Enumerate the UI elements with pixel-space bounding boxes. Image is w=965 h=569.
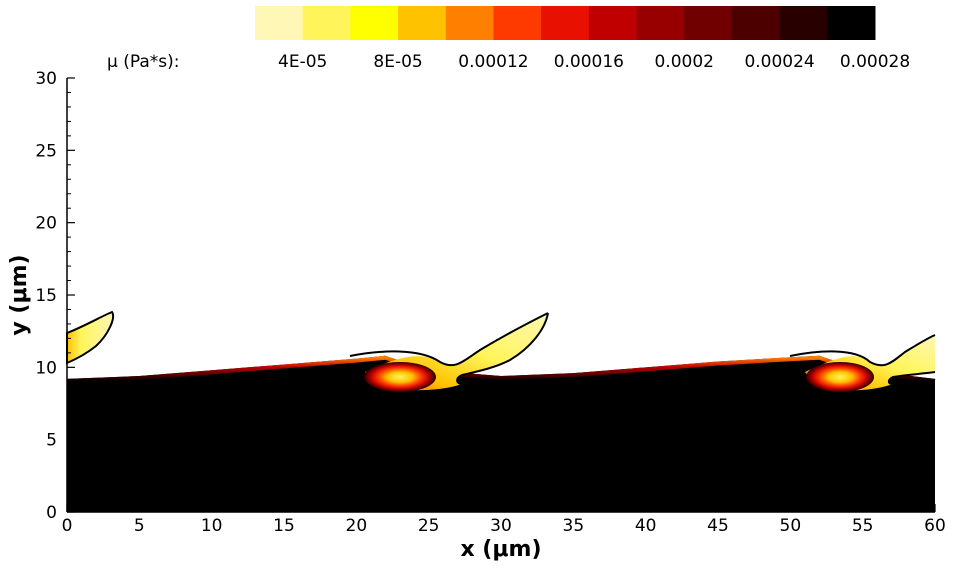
- legend-swatch: [398, 6, 447, 40]
- dense-layer-region: [67, 355, 935, 512]
- legend-swatch: [541, 6, 590, 40]
- plot-area: [66, 310, 936, 512]
- y-tick-label: 20: [35, 214, 57, 234]
- x-axis-title: x (μm): [460, 537, 541, 562]
- x-tick-label: 10: [201, 516, 223, 536]
- legend-labels: 4E-05 8E-05 0.00012 0.00016 0.0002 0.00024 0.0…: [278, 52, 910, 72]
- legend-swatch: [588, 6, 638, 40]
- x-tick-label: 30: [490, 516, 512, 536]
- y-tick-label: 10: [35, 358, 57, 378]
- legend-label: 8E-05: [373, 52, 422, 72]
- legend-title: μ (Pa*s):: [107, 52, 179, 72]
- legend-label: 0.00028: [840, 52, 910, 72]
- wave-crest-1: [349, 312, 549, 392]
- legend-swatch: [731, 6, 781, 40]
- legend-swatch: [255, 6, 304, 40]
- y-tick-label: 15: [35, 286, 57, 306]
- legend-swatch: [302, 6, 351, 40]
- legend-label: 0.0002: [654, 52, 713, 72]
- x-tick-label: 20: [346, 516, 368, 536]
- color-legend: μ (Pa*s): 4E-05 8E-05 0.00012 0.00016 0.0002…: [107, 6, 910, 72]
- x-tick-label: 0: [62, 516, 73, 536]
- wave-crest-2: [789, 334, 936, 392]
- legend-label: 0.00016: [554, 52, 624, 72]
- x-tick-label: 25: [418, 516, 440, 536]
- legend-swatch: [445, 6, 494, 40]
- x-tick-label: 5: [134, 516, 145, 536]
- legend-swatches: [255, 6, 876, 40]
- legend-label: 4E-05: [278, 52, 327, 72]
- legend-swatch: [684, 6, 733, 40]
- y-tick-label: 5: [46, 431, 57, 451]
- y-axis-title: y (μm): [7, 254, 32, 335]
- left-tip-droplet: [66, 310, 114, 365]
- x-tick-label: 35: [563, 516, 585, 536]
- interface-line-2: [887, 371, 936, 385]
- axes: 0 5 10 15 20 25 30 35 40 45 50 55 60 0 5 10 15 20 25 30 x …: [7, 69, 946, 562]
- legend-label: 0.00024: [744, 52, 814, 72]
- x-ticks: 0 5 10 15 20 25 30 35 40 45 50 55 60: [62, 504, 946, 536]
- y-tick-label: 0: [46, 503, 57, 523]
- viscosity-pocket-2: [806, 362, 874, 392]
- legend-label: 0.00012: [458, 52, 528, 72]
- y-tick-label: 30: [35, 69, 57, 89]
- x-tick-label: 45: [707, 516, 729, 536]
- legend-swatch: [350, 6, 399, 40]
- x-tick-label: 50: [780, 516, 802, 536]
- viscosity-pocket-1: [364, 362, 436, 392]
- y-tick-label: 25: [35, 141, 57, 161]
- legend-swatch: [827, 6, 876, 40]
- interface-line-1: [456, 312, 549, 385]
- legend-swatch: [636, 6, 685, 40]
- y-ticks: 0 5 10 15 20 25 30: [35, 69, 75, 523]
- legend-swatch: [779, 6, 828, 40]
- x-tick-label: 15: [273, 516, 295, 536]
- legend-swatch: [493, 6, 542, 40]
- x-tick-label: 55: [852, 516, 874, 536]
- dense-layer-edge: [66, 355, 936, 383]
- x-tick-label: 60: [924, 516, 946, 536]
- x-tick-label: 40: [635, 516, 657, 536]
